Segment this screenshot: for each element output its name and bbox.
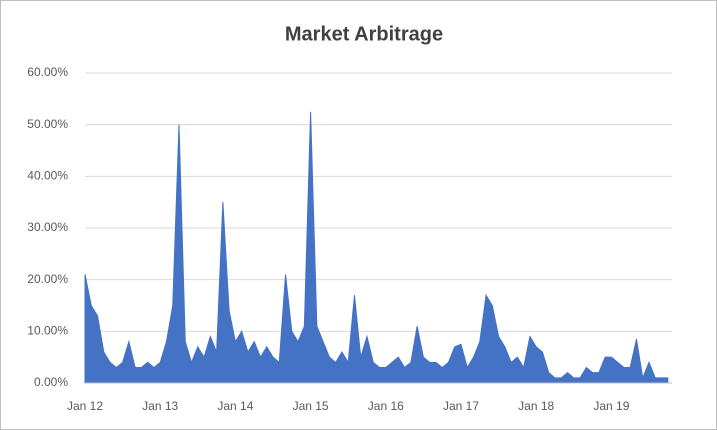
y-tick-label: 60.00% (27, 65, 68, 79)
x-tick-label: Jan 19 (593, 399, 629, 413)
y-tick-label: 40.00% (27, 169, 68, 183)
x-tick-label: Jan 17 (443, 399, 479, 413)
x-tick-label: Jan 15 (293, 399, 329, 413)
y-tick-label: 30.00% (27, 220, 68, 234)
x-tick-label: Jan 12 (67, 399, 103, 413)
x-tick-label: Jan 16 (368, 399, 404, 413)
y-tick-label: 50.00% (27, 117, 68, 131)
x-tick-label: Jan 13 (142, 399, 178, 413)
y-tick-label: 20.00% (27, 272, 68, 286)
chart-title: Market Arbitrage (285, 23, 443, 45)
y-tick-label: 0.00% (34, 375, 68, 389)
y-tick-label: 10.00% (27, 324, 68, 338)
area (84, 111, 669, 384)
x-tick-label: Jan 14 (217, 399, 253, 413)
x-tick-label: Jan 18 (518, 399, 554, 413)
